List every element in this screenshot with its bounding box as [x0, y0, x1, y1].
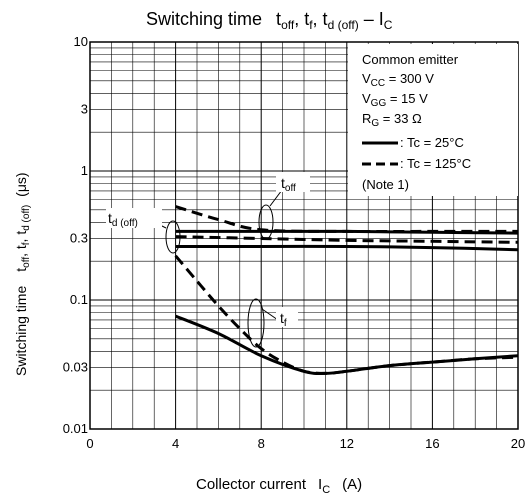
legend-dashed-label: : Tc = 125°C: [400, 156, 471, 171]
x-tick-label: 16: [425, 436, 439, 451]
tf-leader: [262, 309, 278, 320]
y-tick-labels: 0.01 0.03 0.1 0.3 1 3 10: [63, 34, 88, 436]
y-tick-label: 0.3: [70, 230, 88, 245]
y-tick-label: 10: [74, 34, 88, 49]
chart-title: Switching time toff, tf, td (off) – IC: [146, 9, 393, 32]
condition-common-emitter: Common emitter: [362, 52, 459, 67]
annotations: [158, 190, 282, 347]
x-tick-label: 0: [86, 436, 93, 451]
x-tick-label: 20: [511, 436, 525, 451]
toff-leader: [270, 190, 282, 206]
x-tick-labels: 0 4 8 12 16 20: [86, 436, 525, 451]
legend-solid-label: : Tc = 25°C: [400, 135, 464, 150]
y-tick-label: 0.01: [63, 421, 88, 436]
y-tick-label: 3: [81, 101, 88, 116]
x-tick-label: 4: [172, 436, 179, 451]
x-tick-label: 12: [340, 436, 354, 451]
y-tick-label: 0.1: [70, 292, 88, 307]
y-tick-label: 1: [81, 163, 88, 178]
y-axis-label: Switching timetoff, tf, td (off)(μs): [13, 172, 32, 376]
y-tick-label: 0.03: [63, 359, 88, 374]
x-tick-label: 8: [258, 436, 265, 451]
condition-note: (Note 1): [362, 177, 409, 192]
x-axis-label: Collector current IC (A): [196, 476, 362, 496]
